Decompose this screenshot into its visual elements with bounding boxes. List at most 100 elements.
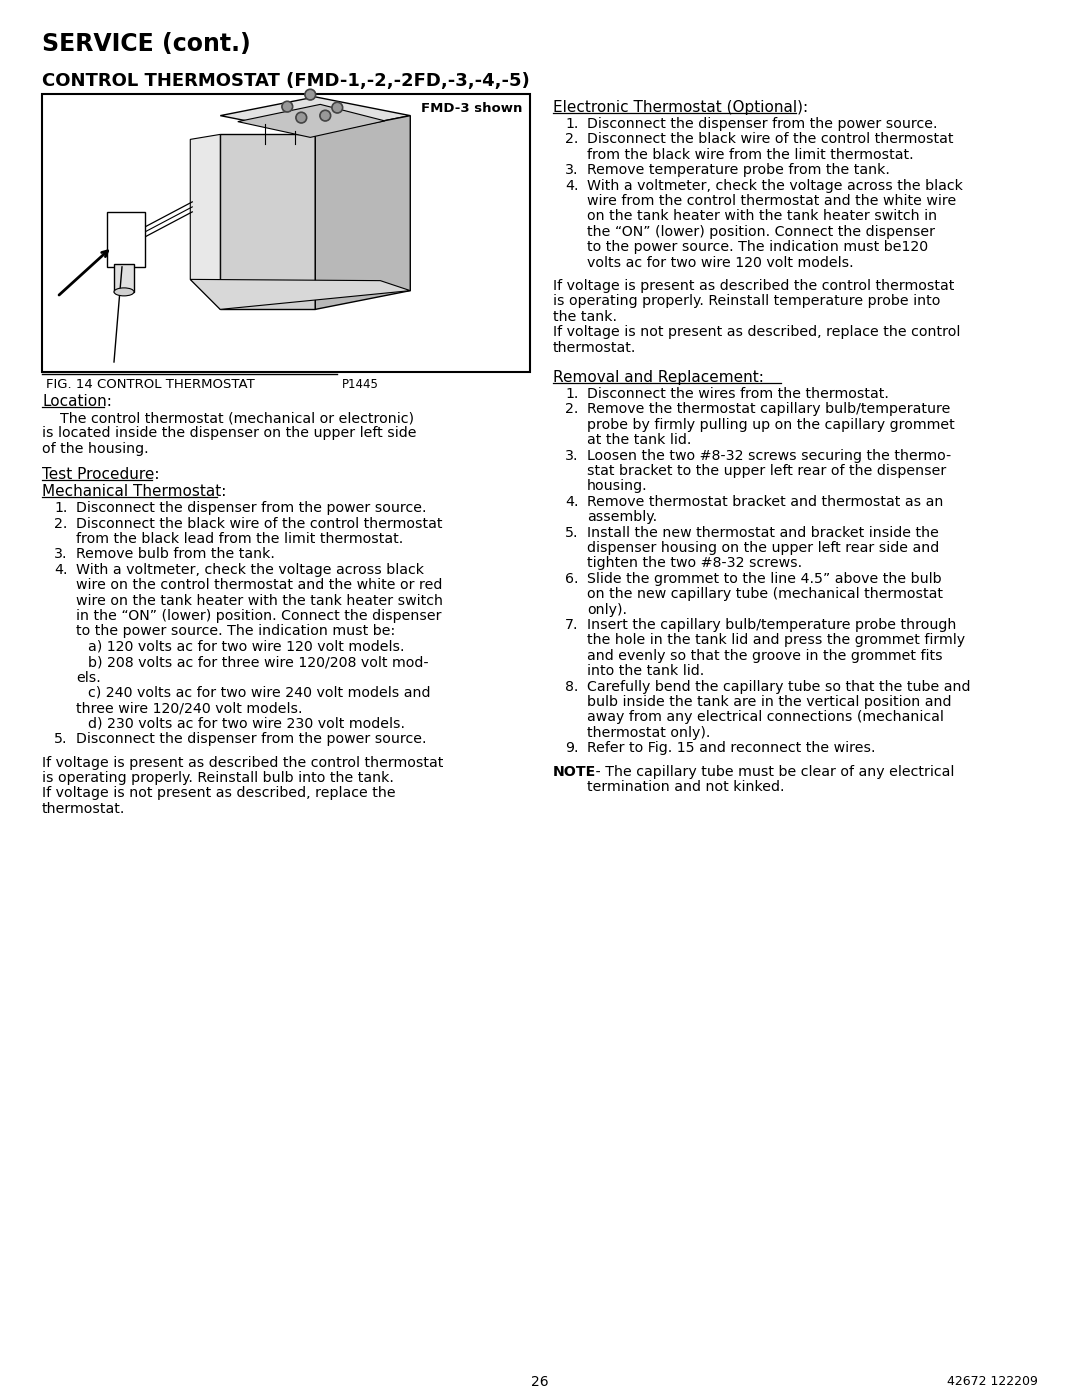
Text: Disconnect the wires from the thermostat.: Disconnect the wires from the thermostat… [588,387,889,401]
Text: dispenser housing on the upper left rear side and: dispenser housing on the upper left rear… [588,541,940,555]
Text: 1.: 1. [565,387,579,401]
Text: termination and not kinked.: termination and not kinked. [588,780,784,793]
Text: stat bracket to the upper left rear of the dispenser: stat bracket to the upper left rear of t… [588,464,946,478]
Text: wire from the control thermostat and the white wire: wire from the control thermostat and the… [588,194,956,208]
Circle shape [307,91,314,98]
Text: from the black wire from the limit thermostat.: from the black wire from the limit therm… [588,148,914,162]
Polygon shape [190,134,220,309]
Text: Location:: Location: [42,394,112,409]
Text: - The capillary tube must be clear of any electrical: - The capillary tube must be clear of an… [591,764,955,778]
Text: is operating properly. Reinstall temperature probe into: is operating properly. Reinstall tempera… [553,295,941,309]
Text: is located inside the dispenser on the upper left side: is located inside the dispenser on the u… [42,426,417,440]
Text: is operating properly. Reinstall bulb into the tank.: is operating properly. Reinstall bulb in… [42,771,394,785]
Text: the hole in the tank lid and press the grommet firmly: the hole in the tank lid and press the g… [588,633,966,647]
Text: wire on the tank heater with the tank heater switch: wire on the tank heater with the tank he… [76,594,443,608]
Text: from the black lead from the limit thermostat.: from the black lead from the limit therm… [76,532,403,546]
Circle shape [320,110,330,122]
Text: only).: only). [588,602,627,616]
Text: Loosen the two #8-32 screws securing the thermo-: Loosen the two #8-32 screws securing the… [588,448,951,462]
Text: 3.: 3. [565,163,579,177]
Text: Install the new thermostat and bracket inside the: Install the new thermostat and bracket i… [588,525,939,539]
Text: the “ON” (lower) position. Connect the dispenser: the “ON” (lower) position. Connect the d… [588,225,935,239]
Text: Test Procedure:: Test Procedure: [42,467,160,482]
Text: Mechanical Thermostat:: Mechanical Thermostat: [42,485,227,499]
Text: FMD-3 shown: FMD-3 shown [420,102,522,115]
Text: 9.: 9. [565,742,579,756]
Polygon shape [238,105,384,137]
Text: If voltage is present as described the control thermostat: If voltage is present as described the c… [42,756,444,770]
Text: Remove the thermostat capillary bulb/temperature: Remove the thermostat capillary bulb/tem… [588,402,950,416]
Text: Disconnect the dispenser from the power source.: Disconnect the dispenser from the power … [588,117,937,131]
Text: thermostat.: thermostat. [42,802,125,816]
Text: in the “ON” (lower) position. Connect the dispenser: in the “ON” (lower) position. Connect th… [76,609,442,623]
Text: 6.: 6. [565,571,579,585]
Text: Refer to Fig. 15 and reconnect the wires.: Refer to Fig. 15 and reconnect the wires… [588,742,876,756]
Text: SERVICE (cont.): SERVICE (cont.) [42,32,251,56]
Text: 1.: 1. [54,502,67,515]
Circle shape [283,103,292,110]
Text: Electronic Thermostat (Optional):: Electronic Thermostat (Optional): [553,101,808,115]
Text: The control thermostat (mechanical or electronic): The control thermostat (mechanical or el… [42,411,414,425]
Text: probe by firmly pulling up on the capillary grommet: probe by firmly pulling up on the capill… [588,418,955,432]
Circle shape [296,112,307,123]
Text: CONTROL THERMOSTAT (FMD-1,-2,-2FD,-3,-4,-5): CONTROL THERMOSTAT (FMD-1,-2,-2FD,-3,-4,… [42,73,530,89]
Circle shape [305,89,315,101]
Polygon shape [220,96,410,134]
Text: Slide the grommet to the line 4.5” above the bulb: Slide the grommet to the line 4.5” above… [588,571,942,585]
Text: d) 230 volts ac for two wire 230 volt models.: d) 230 volts ac for two wire 230 volt mo… [87,717,405,731]
Text: wire on the control thermostat and the white or red: wire on the control thermostat and the w… [76,578,443,592]
Text: on the tank heater with the tank heater switch in: on the tank heater with the tank heater … [588,210,937,224]
Text: 3.: 3. [565,448,579,462]
Text: a) 120 volts ac for two wire 120 volt models.: a) 120 volts ac for two wire 120 volt mo… [87,640,405,654]
Text: housing.: housing. [588,479,648,493]
Circle shape [322,112,329,119]
Text: assembly.: assembly. [588,510,657,524]
Text: and evenly so that the groove in the grommet fits: and evenly so that the groove in the gro… [588,648,943,662]
Text: 2.: 2. [565,402,579,416]
Text: b) 208 volts ac for three wire 120/208 volt mod-: b) 208 volts ac for three wire 120/208 v… [87,655,429,669]
Text: Remove bulb from the tank.: Remove bulb from the tank. [76,548,275,562]
Text: thermostat only).: thermostat only). [588,726,711,740]
Text: 8.: 8. [565,679,579,693]
Text: 4.: 4. [565,495,579,509]
Bar [114,264,134,292]
Text: 42672 122209: 42672 122209 [947,1375,1038,1389]
Text: 5.: 5. [54,732,67,746]
Text: of the housing.: of the housing. [42,441,149,455]
Text: Disconnect the dispenser from the power source.: Disconnect the dispenser from the power … [76,732,427,746]
Text: Removal and Replacement:: Removal and Replacement: [553,370,764,386]
Text: 1.: 1. [565,117,579,131]
Text: FIG. 14 CONTROL THERMOSTAT: FIG. 14 CONTROL THERMOSTAT [46,379,255,391]
Text: 26: 26 [531,1375,549,1389]
Text: NOTE: NOTE [553,764,596,778]
Text: away from any electrical connections (mechanical: away from any electrical connections (me… [588,711,944,725]
Ellipse shape [114,288,134,296]
Text: Disconnect the black wire of the control thermostat: Disconnect the black wire of the control… [588,133,954,147]
Text: three wire 120/240 volt models.: three wire 120/240 volt models. [76,701,302,715]
Polygon shape [220,134,315,309]
Text: els.: els. [76,671,100,685]
Text: 4.: 4. [54,563,67,577]
Text: Disconnect the dispenser from the power source.: Disconnect the dispenser from the power … [76,502,427,515]
Text: If voltage is not present as described, replace the: If voltage is not present as described, … [42,787,395,800]
Text: Remove temperature probe from the tank.: Remove temperature probe from the tank. [588,163,890,177]
Polygon shape [315,116,410,309]
Text: c) 240 volts ac for two wire 240 volt models and: c) 240 volts ac for two wire 240 volt mo… [87,686,431,700]
Text: volts ac for two wire 120 volt models.: volts ac for two wire 120 volt models. [588,256,853,270]
Text: at the tank lid.: at the tank lid. [588,433,691,447]
Text: on the new capillary tube (mechanical thermostat: on the new capillary tube (mechanical th… [588,587,943,601]
Circle shape [297,113,305,122]
Text: to the power source. The indication must be:: to the power source. The indication must… [76,624,395,638]
Bar [107,212,145,267]
Text: 5.: 5. [565,525,579,539]
Text: Insert the capillary bulb/temperature probe through: Insert the capillary bulb/temperature pr… [588,617,957,631]
Text: Disconnect the black wire of the control thermostat: Disconnect the black wire of the control… [76,517,443,531]
Text: tighten the two #8-32 screws.: tighten the two #8-32 screws. [588,556,802,570]
Text: If voltage is present as described the control thermostat: If voltage is present as described the c… [553,279,955,293]
Text: to the power source. The indication must be120: to the power source. The indication must… [588,240,928,254]
Text: If voltage is not present as described, replace the control: If voltage is not present as described, … [553,326,960,339]
Text: Remove thermostat bracket and thermostat as an: Remove thermostat bracket and thermostat… [588,495,943,509]
Text: 7.: 7. [565,617,579,631]
Text: bulb inside the tank are in the vertical position and: bulb inside the tank are in the vertical… [588,694,951,710]
Bar [42,94,530,372]
